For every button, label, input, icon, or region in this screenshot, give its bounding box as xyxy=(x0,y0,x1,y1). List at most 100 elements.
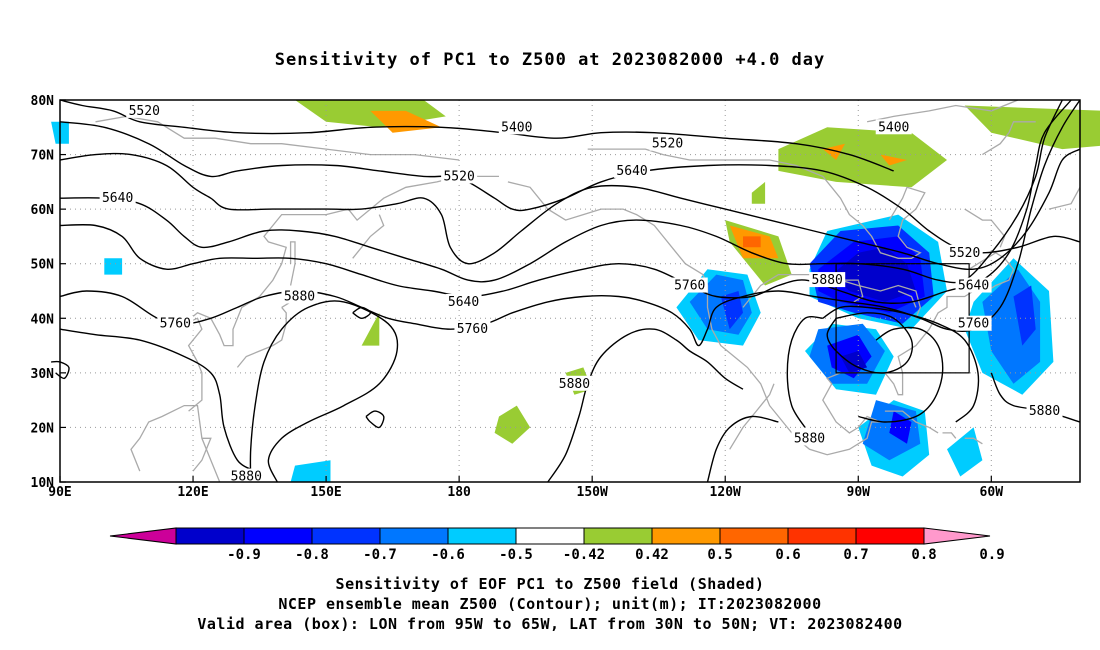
colorbar-label: 0.7 xyxy=(843,547,868,563)
colorbar-segment xyxy=(243,527,313,545)
coastline-3 xyxy=(236,306,287,368)
plot-title: Sensitivity of PC1 to Z500 at 2023082000… xyxy=(274,50,826,70)
shade--0p5-8 xyxy=(290,460,331,482)
colorbar-label: -0.8 xyxy=(295,547,329,563)
contour-label-bg xyxy=(498,119,535,135)
z500-contour-13 xyxy=(706,415,779,483)
coastline-6 xyxy=(352,214,385,259)
colorbar: -0.9 -0.8 -0.7 -0.6 -0.5 -0.42 0.42 0.5 0.6 0.7 0.… xyxy=(109,527,1005,563)
contour-label-bg xyxy=(228,468,265,484)
coastline-13 xyxy=(866,99,1019,123)
colorbar-segment xyxy=(583,527,653,545)
contour-label-bg xyxy=(556,375,593,391)
coastline-8 xyxy=(729,383,775,450)
coastline-0 xyxy=(130,404,221,483)
lat-lon-grid xyxy=(60,100,1080,482)
coastline-16 xyxy=(1048,186,1081,210)
lat-tick-label: 50N xyxy=(31,258,55,273)
shade--0p9-1 xyxy=(840,351,868,373)
shade--0p7-1 xyxy=(720,291,743,330)
shade-0p5-7 xyxy=(361,312,380,346)
shade-0p7-0 xyxy=(743,236,761,248)
colorbar-label: 0.5 xyxy=(707,547,732,563)
coastline-9 xyxy=(884,410,939,434)
shade--0p9-0 xyxy=(831,247,916,302)
colorbar-label: 0.8 xyxy=(911,547,936,563)
caption: Sensitivity of EOF PC1 to Z500 field (Sh… xyxy=(0,574,1100,634)
coastline-7 xyxy=(507,181,1015,456)
colorbar-segment xyxy=(719,527,789,545)
coastline-18 xyxy=(897,290,917,308)
coastline-1 xyxy=(192,437,212,472)
contour-label-bg xyxy=(126,102,163,118)
colorbar-high-triangle xyxy=(923,527,991,545)
contour-label-bg xyxy=(99,190,136,206)
z500-contour-1 xyxy=(59,121,1081,254)
lat-tick-label: 10N xyxy=(31,476,55,491)
contour-label: 5520 xyxy=(129,104,160,119)
contour-label-bg xyxy=(875,119,912,135)
lat-tick-label: 70N xyxy=(31,149,55,164)
z500-contour-16 xyxy=(51,360,70,380)
contour-label: 5520 xyxy=(443,169,474,184)
colorbar-label: 0.6 xyxy=(775,547,800,563)
z500-contour-17 xyxy=(365,410,385,429)
z500-contour-6 xyxy=(59,328,256,472)
lat-tick-label: 30N xyxy=(31,367,55,382)
caption-line-contour: NCEP ensemble mean Z500 (Contour); unit(… xyxy=(278,595,822,613)
coastline-12 xyxy=(587,148,926,259)
contour-label: 5880 xyxy=(794,431,825,446)
lon-tick-label: 150E xyxy=(310,485,341,500)
coastline-14 xyxy=(982,121,1036,156)
colorbar-segment xyxy=(379,527,449,545)
contour-label: 5640 xyxy=(616,164,647,179)
contour-label-bg xyxy=(791,430,828,446)
contour-label-bg xyxy=(281,288,318,304)
contour-label: 5760 xyxy=(160,317,191,332)
contour-label: 5880 xyxy=(284,289,315,304)
lon-tick-label: 60W xyxy=(980,485,1004,500)
coastline-15 xyxy=(964,208,1006,248)
z500-contour-0 xyxy=(59,99,894,172)
lat-tick-label: 40N xyxy=(31,312,55,327)
shade-0p6-2 xyxy=(822,143,845,160)
shade--0p7-2 xyxy=(1013,285,1036,346)
shade--0p5-7 xyxy=(104,258,123,275)
shade-0p5-2 xyxy=(778,127,947,188)
contour-label-bg xyxy=(946,244,983,260)
lat-tick-label: 20N xyxy=(31,421,55,436)
contour-label-bg xyxy=(955,315,992,331)
contour-label: 5760 xyxy=(958,317,989,332)
z500-contour-15 xyxy=(352,306,372,320)
contour-label-bg xyxy=(614,162,651,178)
colorbar-segment xyxy=(651,527,721,545)
contour-label: 5640 xyxy=(102,191,133,206)
contour-label: 5400 xyxy=(878,120,909,135)
colorbar-label: -0.42 xyxy=(563,547,605,563)
coastline-11 xyxy=(964,437,983,445)
shade--0p5-5 xyxy=(947,427,983,477)
colorbar-low-triangle xyxy=(109,527,177,545)
contour-label-bg xyxy=(809,272,846,288)
contour-label: 5880 xyxy=(559,377,590,392)
z500-contour-11 xyxy=(786,315,823,428)
map-frame xyxy=(59,99,1081,483)
contour-label-bg xyxy=(1026,403,1063,419)
coastline-17 xyxy=(742,273,921,319)
z500-contour-9 xyxy=(826,312,914,374)
contour-label-bg xyxy=(441,168,478,184)
contour-label: 5880 xyxy=(231,470,262,485)
contour-label-bg xyxy=(955,277,992,293)
contour-label: 5640 xyxy=(958,279,989,294)
contour-label: 5640 xyxy=(448,295,479,310)
contour-label: 5520 xyxy=(652,137,683,152)
contour-label: 5520 xyxy=(949,246,980,261)
caption-line-valid-area: Valid area (box): LON from 95W to 65W, L… xyxy=(197,615,903,633)
z500-contour-10 xyxy=(822,305,980,423)
coastline-19 xyxy=(845,279,864,303)
colorbar-label: 0.42 xyxy=(635,547,669,563)
coastline-2 xyxy=(183,175,499,412)
lon-tick-label: 120W xyxy=(710,485,741,500)
shade-0p6-3 xyxy=(880,154,907,166)
shade-0p5-5 xyxy=(494,405,531,444)
